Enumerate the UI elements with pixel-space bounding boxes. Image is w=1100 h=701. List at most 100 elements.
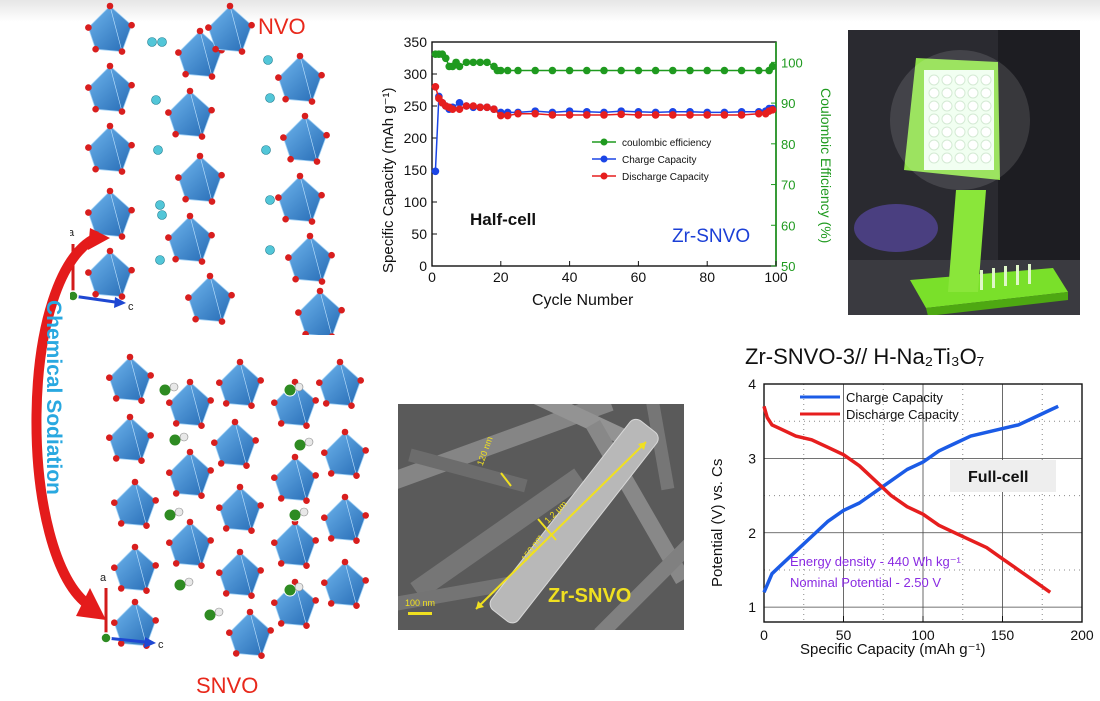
data-point <box>583 66 591 75</box>
full-cell-xlabel: Specific Capacity (mAh g⁻¹) <box>800 641 985 658</box>
y2-tick-label: 70 <box>781 178 795 193</box>
nominal-potential-note: Nominal Potential - 2.50 V <box>790 575 941 590</box>
x-tick-label: 0 <box>760 627 768 643</box>
legend-label: Charge Capacity <box>846 390 943 405</box>
sodium-ion <box>293 438 307 452</box>
led <box>928 100 940 112</box>
half-cell-label: Half-cell <box>470 210 536 229</box>
vo6-octahedron <box>187 275 233 323</box>
data-point <box>651 111 660 119</box>
data-point <box>600 111 608 119</box>
x-tick-label: 20 <box>493 269 509 285</box>
data-point <box>548 111 557 119</box>
data-point <box>583 111 591 119</box>
sodiated-octahedron <box>228 611 272 657</box>
legend-label: Discharge Capacity <box>622 172 709 183</box>
data-point <box>600 66 608 75</box>
vo6-octahedron <box>87 65 133 113</box>
vo6-octahedron <box>282 115 328 163</box>
snvo-crystal-structure: SNVO a c <box>100 353 370 698</box>
half-cell-material-label: Zr-SNVO <box>672 226 750 247</box>
sodium-ion <box>203 608 217 622</box>
led <box>967 100 979 112</box>
led <box>928 113 940 125</box>
data-point <box>669 66 677 75</box>
sodiated-octahedron <box>113 601 157 647</box>
led <box>954 87 966 99</box>
nvo-crystal-structure: NVO a c <box>70 2 345 335</box>
x-tick-label: 100 <box>764 269 788 285</box>
snvo-label: SNVO <box>196 673 258 698</box>
y-tick-label: 1 <box>748 599 756 615</box>
water-ion <box>263 55 273 65</box>
data-point <box>755 66 763 75</box>
full-cell-ylabel: Potential (V) vs. Cs <box>709 459 726 587</box>
led <box>967 152 979 164</box>
data-point <box>768 62 777 71</box>
data-point <box>469 58 478 67</box>
data-point <box>497 66 505 75</box>
led <box>980 126 992 138</box>
data-point <box>483 58 491 67</box>
data-point <box>703 66 711 75</box>
y-tick-label: 300 <box>404 66 428 82</box>
y2-tick-label: 50 <box>781 259 795 274</box>
vo6-octahedron <box>167 215 213 263</box>
y-tick-label: 50 <box>411 226 427 242</box>
sem-label: Zr-SNVO <box>548 585 631 607</box>
water-ion <box>153 145 163 155</box>
data-point <box>768 106 777 114</box>
series-line-charge-capacity <box>762 404 1059 593</box>
water-ion <box>151 95 161 105</box>
water-ion <box>265 93 275 103</box>
x-tick-label: 150 <box>991 627 1015 643</box>
y-tick-label: 250 <box>404 98 428 114</box>
led <box>941 100 953 112</box>
led <box>954 139 966 151</box>
data-point <box>755 109 763 118</box>
data-point <box>431 83 440 91</box>
full-cell-chart: 0 50 100 150 200 1 2 3 4 Charge Capacity Discharg… <box>709 376 1094 658</box>
y-tick-label: 2 <box>748 525 756 541</box>
led <box>928 126 940 138</box>
data-point <box>737 111 746 119</box>
led <box>954 126 966 138</box>
led <box>954 152 966 164</box>
led <box>941 113 953 125</box>
led <box>954 100 966 112</box>
vo6-octahedron <box>277 175 323 223</box>
data-point <box>703 111 711 119</box>
vo6-octahedron <box>87 125 133 173</box>
data-point <box>686 66 694 75</box>
data-point <box>634 66 643 75</box>
led <box>928 74 940 86</box>
axis-triad-bottom: a c <box>100 572 164 651</box>
svg-text:a: a <box>70 227 75 239</box>
header-band <box>0 0 1100 22</box>
data-point <box>720 111 729 119</box>
y-tick-label: 100 <box>404 194 428 210</box>
data-point <box>476 58 484 67</box>
led <box>928 87 940 99</box>
sodium-ions <box>158 382 314 622</box>
data-point <box>617 110 625 119</box>
sodiated-octahedron <box>323 431 367 477</box>
led <box>941 139 953 151</box>
data-point <box>455 99 464 107</box>
chemical-sodiation-label-box: Chemical Sodiation <box>30 300 80 560</box>
data-point <box>737 66 746 75</box>
data-point <box>634 111 643 119</box>
vo6-octahedron <box>87 250 133 298</box>
legend-label: coulombic efficiency <box>622 138 711 149</box>
led-array <box>928 74 992 164</box>
y2-tick-label: 80 <box>781 137 795 152</box>
x-tick-label: 0 <box>428 269 436 285</box>
data-point <box>483 103 491 112</box>
water-ion <box>157 37 167 47</box>
led <box>980 87 992 99</box>
sodiated-octahedra <box>106 353 370 659</box>
data-point <box>565 111 574 119</box>
vo6-octahedron <box>207 5 253 53</box>
full-cell-title: Zr-SNVO-3// H-Na₂Ti₃O₇ <box>745 344 985 369</box>
led <box>954 74 966 86</box>
